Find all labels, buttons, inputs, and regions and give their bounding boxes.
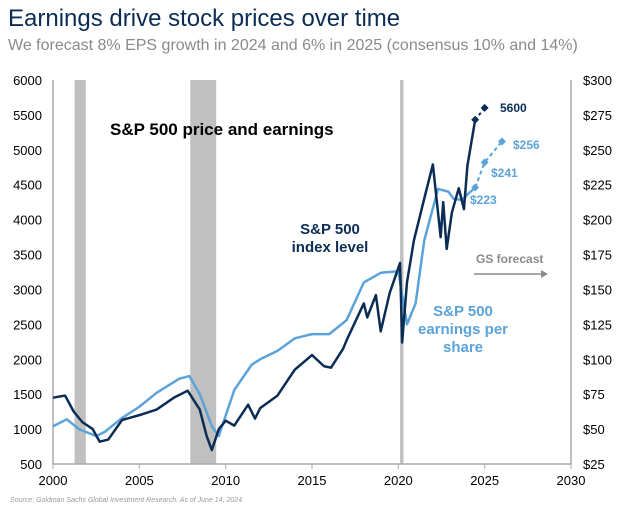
- y-left-tick-label: 2000: [13, 352, 42, 367]
- x-tick-label: 2020: [384, 473, 413, 488]
- y-left-tick-label: 500: [20, 457, 42, 472]
- eps-line: [52, 186, 477, 438]
- forecast-arrow-head: [541, 270, 548, 278]
- eps-forecast-marker: [480, 158, 489, 167]
- source-note: Source: Goldman Sachs Global Investment …: [10, 497, 244, 504]
- eps-label-2: earnings per: [418, 321, 508, 338]
- x-tick-label: 2025: [470, 473, 499, 488]
- y-left-tick-label: 1500: [13, 387, 42, 402]
- index-forecast-marker: [480, 103, 489, 112]
- y-right-tick-label: $50: [583, 422, 605, 437]
- y-left-tick-label: 5000: [13, 143, 42, 158]
- y-left-tick-label: 3000: [13, 282, 42, 297]
- recession-band: [74, 80, 86, 464]
- y-right-tick-label: $200: [583, 213, 612, 228]
- eps-forecast-marker: [471, 183, 480, 192]
- y-right-tick-label: $25: [583, 457, 605, 472]
- y-right-tick-label: $150: [583, 282, 612, 297]
- y-left-tick-label: 4500: [13, 178, 42, 193]
- y-right-tick-label: $275: [583, 108, 612, 123]
- eps-forecast-marker: [497, 137, 506, 146]
- y-left-tick-label: 4000: [13, 213, 42, 228]
- eps-label-3: share: [443, 339, 483, 356]
- y-right-tick-label: $75: [583, 387, 605, 402]
- x-tick-label: 2005: [125, 473, 154, 488]
- y-left-tick-label: 1000: [13, 422, 42, 437]
- y-left-tick-label: 6000: [13, 73, 42, 88]
- y-right-tick-label: $100: [583, 352, 612, 367]
- y-right-tick-label: $125: [583, 317, 612, 332]
- index-line: [52, 119, 477, 452]
- y-right-tick-label: $225: [583, 178, 612, 193]
- eps-label-1: S&P 500: [433, 303, 493, 320]
- y-left-tick-label: 2500: [13, 317, 42, 332]
- x-tick-label: 2015: [298, 473, 327, 488]
- y-right-tick-label: $300: [583, 73, 612, 88]
- page-subtitle: We forecast 8% EPS growth in 2024 and 6%…: [8, 37, 578, 54]
- x-tick-label: 2000: [39, 473, 68, 488]
- y-left-tick-label: 3500: [13, 248, 42, 263]
- y-right-tick-label: $250: [583, 143, 612, 158]
- index-forecast-marker: [471, 115, 480, 124]
- x-tick-label: 2030: [557, 473, 586, 488]
- index-label-1: S&P 500: [300, 221, 360, 238]
- forecast-label-5600: 5600: [500, 101, 527, 115]
- y-right-tick-label: $175: [583, 248, 612, 263]
- page-title: Earnings drive stock prices over time: [8, 5, 401, 32]
- chart-title: S&P 500 price and earnings: [110, 120, 334, 139]
- forecast-label-256: $256: [513, 138, 540, 152]
- forecast-label-223: $223: [470, 193, 497, 207]
- eps-forecast-line: [474, 140, 503, 188]
- x-tick-label: 2010: [211, 473, 240, 488]
- recession-band: [400, 80, 404, 464]
- index-label-2: index level: [292, 239, 369, 256]
- forecast-label-241: $241: [491, 166, 518, 180]
- forecast-label: GS forecast: [476, 252, 543, 266]
- y-left-tick-label: 5500: [13, 108, 42, 123]
